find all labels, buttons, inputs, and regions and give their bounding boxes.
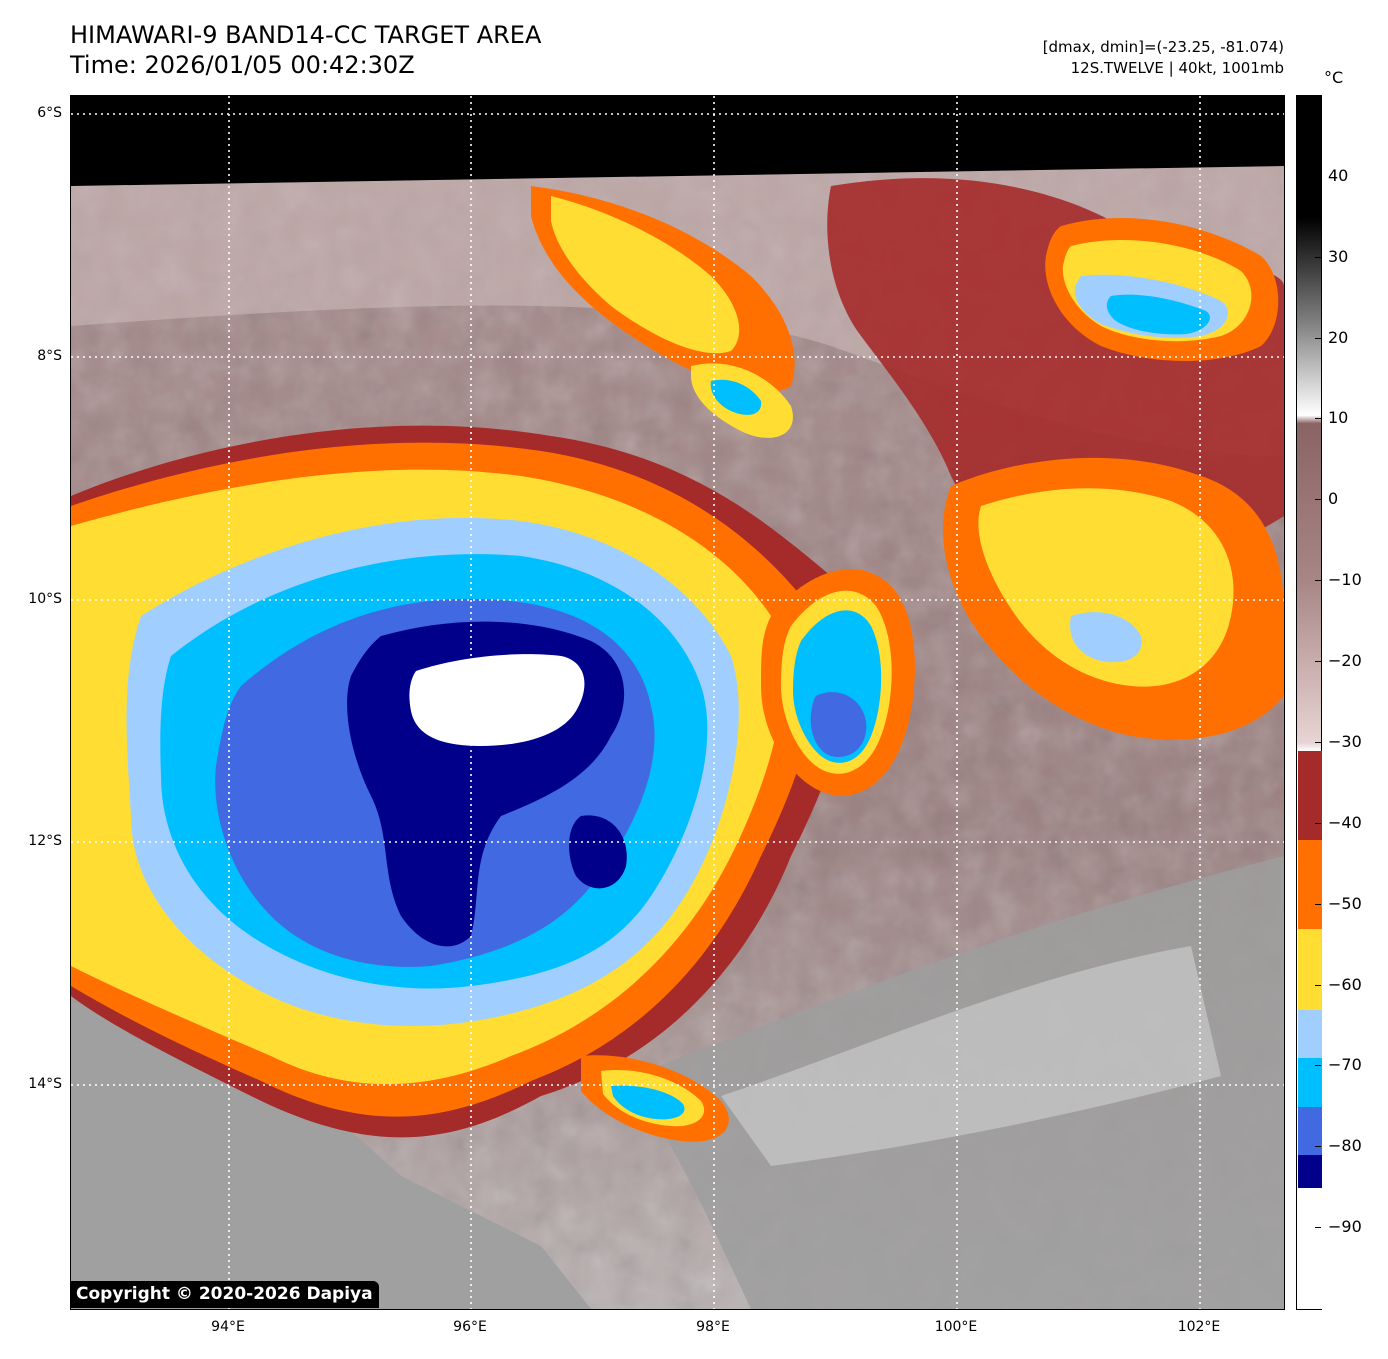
colorbar-tick-label: −40 [1328, 812, 1362, 832]
colorbar-tick-label: −90 [1328, 1217, 1362, 1237]
colorbar-band [1298, 1009, 1322, 1059]
colorbar-band [1298, 1155, 1322, 1188]
colorbar-tick-mark [1315, 1146, 1321, 1148]
colorbar-tick-mark [1315, 175, 1321, 177]
colorbar-tick-label: 40 [1328, 165, 1349, 185]
colorbar-tick-mark [1315, 741, 1321, 743]
colorbar-tick-label: −10 [1328, 570, 1362, 590]
satellite-map[interactable] [70, 95, 1285, 1310]
colorbar-tick-mark [1315, 822, 1321, 824]
colorbar-tick-label: −60 [1328, 974, 1362, 994]
satellite-imagery [71, 96, 1284, 1309]
colorbar-band [1298, 1187, 1322, 1309]
colorbar [1296, 95, 1322, 1310]
lat-label-10s: 10°S [28, 591, 62, 607]
colorbar-tick-label: −30 [1328, 731, 1362, 751]
colorbar-band [1298, 751, 1322, 840]
lat-label-6s: 6°S [37, 105, 62, 121]
lon-label-94e: 94°E [211, 1319, 245, 1335]
colorbar-tick-label: 10 [1328, 408, 1349, 428]
colorbar-tick-mark [1315, 256, 1321, 258]
colorbar-tick-mark [1315, 1065, 1321, 1067]
dmax-dmin-readout: [dmax, dmin]=(-23.25, -81.074) [1042, 38, 1284, 56]
colorbar-unit: °C [1324, 68, 1344, 87]
lon-label-102e: 102°E [1177, 1319, 1221, 1335]
colorbar-tick-label: −20 [1328, 651, 1362, 671]
colorbar-tick-mark [1315, 661, 1321, 663]
colorbar-tick-label: −50 [1328, 893, 1362, 913]
lat-label-12s: 12°S [28, 833, 62, 849]
colorbar-band [1298, 1058, 1322, 1107]
lat-label-14s: 14°S [28, 1076, 62, 1092]
colorbar-tick-mark [1315, 337, 1321, 339]
colorbar-tick-mark [1315, 418, 1321, 420]
colorbar-tick-mark [1315, 984, 1321, 986]
colorbar-tick-label: 20 [1328, 327, 1349, 347]
map-timestamp: Time: 2026/01/05 00:42:30Z [70, 51, 415, 79]
copyright-badge: Copyright © 2020-2026 Dapiya [70, 1281, 379, 1308]
colorbar-tick-mark [1315, 903, 1321, 905]
lon-label-96e: 96°E [453, 1319, 487, 1335]
lon-label-100e: 100°E [934, 1319, 978, 1335]
colorbar-tick-mark [1315, 580, 1321, 582]
colorbar-band [1298, 839, 1322, 929]
colorbar-band [1298, 928, 1322, 1010]
colorbar-tick-label: −70 [1328, 1055, 1362, 1075]
colorbar-band [1298, 1106, 1322, 1156]
colorbar-tick-mark [1315, 499, 1321, 501]
lon-label-98e: 98°E [696, 1319, 730, 1335]
colorbar-tick-label: 0 [1328, 489, 1339, 509]
map-title: HIMAWARI-9 BAND14-CC TARGET AREA [70, 21, 542, 49]
storm-info: 12S.TWELVE | 40kt, 1001mb [1070, 59, 1284, 77]
colorbar-tick-label: 30 [1328, 246, 1349, 266]
graticule [71, 96, 1284, 1309]
colorbar-tick-label: −80 [1328, 1136, 1362, 1156]
colorbar-tick-mark [1315, 1227, 1321, 1229]
lat-label-8s: 8°S [37, 348, 62, 364]
